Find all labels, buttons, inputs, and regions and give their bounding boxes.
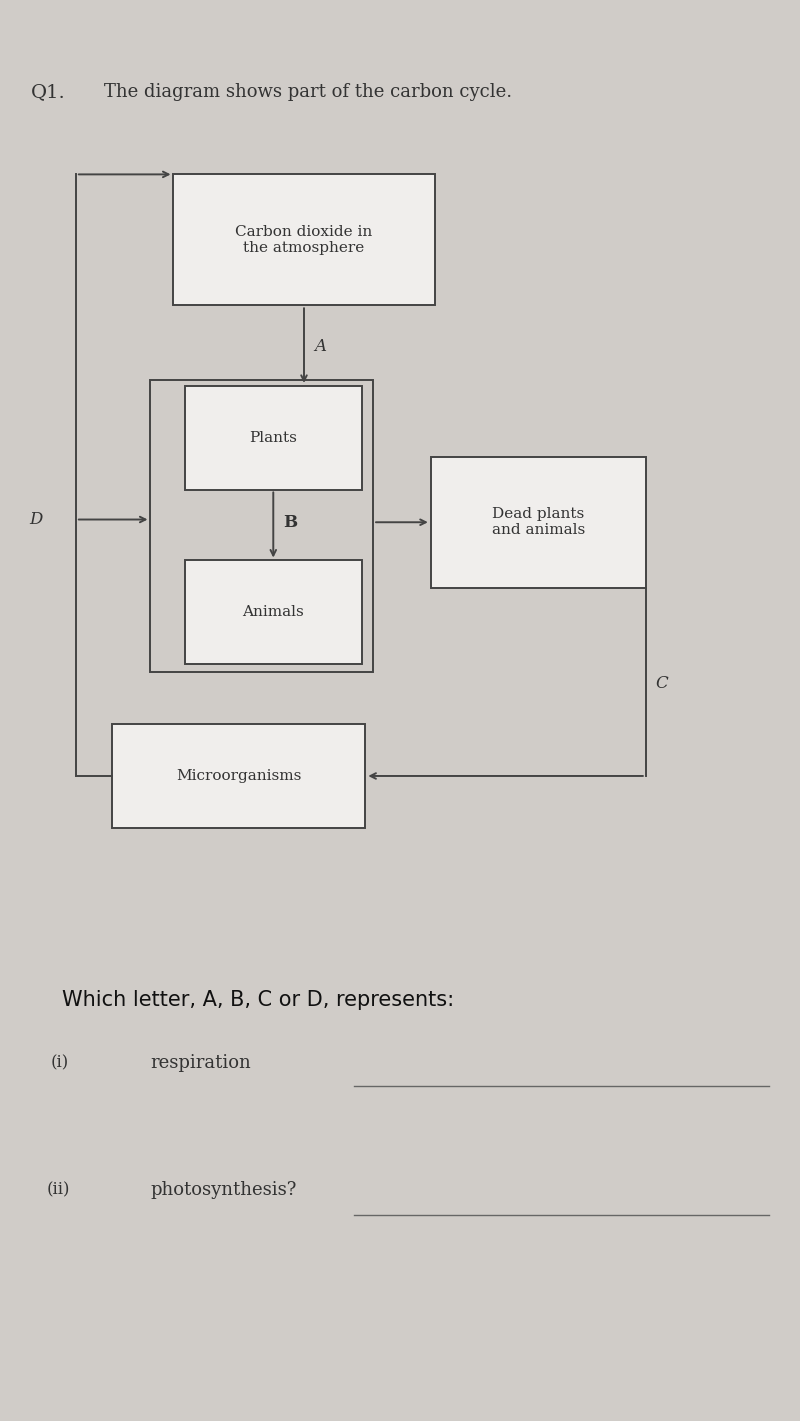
Text: Dead plants
and animals: Dead plants and animals <box>492 507 585 537</box>
Text: respiration: respiration <box>150 1054 251 1073</box>
Text: Animals: Animals <box>242 605 304 620</box>
Bar <box>185 387 362 489</box>
Text: (i): (i) <box>50 1054 69 1071</box>
Text: B: B <box>283 514 298 531</box>
Text: Which letter, A, B, C or D, represents:: Which letter, A, B, C or D, represents: <box>62 990 454 1010</box>
Bar <box>185 560 362 664</box>
Text: Carbon dioxide in
the atmosphere: Carbon dioxide in the atmosphere <box>235 225 373 254</box>
Text: C: C <box>655 675 668 692</box>
Bar <box>112 725 366 828</box>
Bar <box>430 456 646 588</box>
Text: The diagram shows part of the carbon cycle.: The diagram shows part of the carbon cyc… <box>104 82 513 101</box>
Text: Microorganisms: Microorganisms <box>176 769 302 783</box>
Text: Plants: Plants <box>250 431 298 445</box>
Text: A: A <box>314 338 326 355</box>
Text: Q1.: Q1. <box>31 82 66 101</box>
Bar <box>150 381 373 672</box>
Text: (ii): (ii) <box>46 1181 70 1198</box>
Text: D: D <box>30 512 43 529</box>
Text: photosynthesis?: photosynthesis? <box>150 1181 297 1199</box>
Bar <box>174 175 434 306</box>
